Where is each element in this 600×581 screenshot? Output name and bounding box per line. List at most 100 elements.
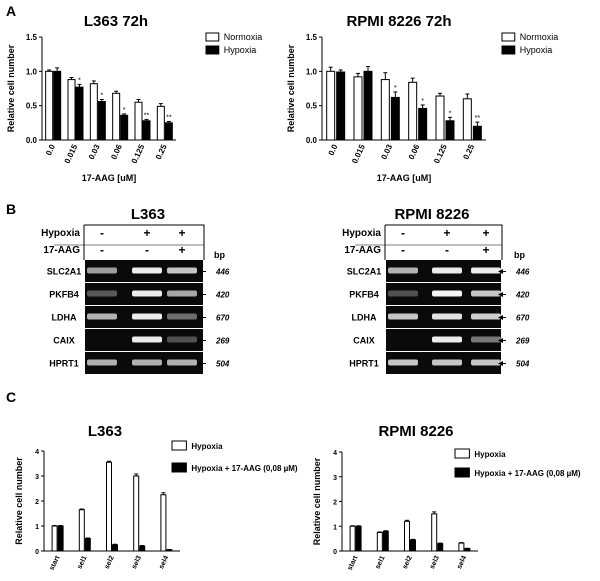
condition-sign: - (445, 243, 449, 257)
bar (336, 71, 346, 141)
condition-sign: + (482, 243, 489, 257)
significance-marker: * (78, 77, 81, 84)
bp-header: bp (214, 250, 225, 260)
legend-label: Hypoxia (474, 450, 506, 459)
gel-band (167, 290, 197, 297)
condition-label: Hypoxia (342, 228, 381, 239)
x-tick-label: 0.0 (327, 143, 340, 157)
x-tick-label: sel1 (77, 555, 89, 570)
bar (142, 120, 151, 141)
legend-label: Hypoxia + 17-AAG (0,08 µM) (474, 469, 581, 478)
gel-band (471, 336, 501, 343)
gel-band (388, 359, 418, 366)
x-tick-label: sel3 (429, 555, 441, 570)
bp-arrow-head (498, 269, 503, 274)
gene-label: CAIX (353, 336, 375, 346)
x-axis-label: 17-AAG [uM] (82, 173, 137, 183)
bar (106, 461, 112, 552)
condition-sign: + (143, 226, 150, 240)
legend-swatch (205, 32, 220, 42)
bp-arrow-head (498, 292, 503, 297)
condition-sign: + (178, 243, 185, 257)
bar (458, 542, 465, 552)
bar (431, 513, 438, 552)
x-tick-label: sel2 (104, 555, 116, 570)
x-tick-label: start (347, 554, 360, 571)
gene-label: HPRT1 (349, 359, 379, 369)
y-tick-label: 1 (35, 524, 39, 531)
condition-header-frame (384, 224, 503, 260)
chart-title: RPMI 8226 72h (346, 13, 451, 30)
significance-marker: * (421, 98, 424, 105)
condition-sign: - (100, 243, 104, 257)
bp-value: 420 (515, 291, 530, 300)
legend-label: Normoxia (520, 32, 559, 42)
condition-sign: + (443, 226, 450, 240)
y-axis-label: Relative cell number (14, 457, 24, 545)
condition-sign: - (401, 226, 405, 240)
bar (45, 70, 54, 141)
significance-marker: * (394, 85, 397, 92)
bar (89, 83, 98, 141)
chart-title: L363 (88, 423, 122, 440)
bp-arrow-head (198, 315, 203, 320)
chart-3: RPMI 8226 0 1 2 3 4 Relative cell number start s… (312, 423, 581, 572)
bp-arrow-head (198, 361, 203, 366)
x-tick-label: start (49, 554, 62, 571)
bar (326, 70, 336, 141)
gel-band (132, 313, 162, 320)
x-tick-label: sel1 (375, 555, 387, 570)
bar (472, 125, 482, 141)
bp-value: 420 (215, 291, 230, 300)
bp-arrow-head (498, 338, 503, 343)
condition-label: 17-AAG (43, 245, 80, 256)
condition-sign: + (482, 226, 489, 240)
condition-sign: - (100, 226, 104, 240)
gel-band (132, 359, 162, 366)
bar (160, 494, 167, 552)
gel-panel-0: L363 Hypoxia - + +17-AAG - - + bp SLC2A1 446 PKFB4 4… (41, 206, 230, 374)
y-tick-label: 2 (333, 500, 337, 507)
significance-marker: ** (475, 115, 481, 122)
gel-band (132, 290, 162, 297)
x-tick-label: 0.015 (63, 143, 80, 165)
gene-label: SLC2A1 (347, 267, 382, 277)
condition-label: Hypoxia (41, 228, 80, 239)
bp-value: 670 (516, 314, 530, 323)
y-tick-label: 0.5 (26, 102, 38, 111)
gel-band (432, 359, 462, 366)
gel-band (471, 290, 501, 297)
legend-label: Normoxia (224, 32, 263, 42)
y-tick-label: 0.0 (306, 136, 318, 145)
x-tick-label: 0.03 (87, 143, 102, 161)
gel-band (132, 336, 162, 343)
bar (435, 95, 445, 141)
bar (355, 525, 362, 552)
x-tick-label: 0.125 (432, 143, 449, 165)
gel-band (167, 359, 197, 366)
bar (84, 538, 91, 552)
gel-band (432, 336, 462, 343)
bar (380, 79, 390, 141)
gel-band (388, 313, 418, 320)
bar (404, 520, 410, 552)
bp-value: 269 (515, 337, 530, 346)
bar (112, 544, 118, 552)
y-axis-label: Relative cell number (312, 457, 322, 545)
gel-band (388, 290, 418, 297)
y-tick-label: 4 (35, 449, 39, 456)
legend-label: Hypoxia + 17-AAG (0,08 µM) (191, 464, 298, 473)
condition-sign: - (401, 243, 405, 257)
gel-band (471, 267, 501, 274)
bar (164, 122, 173, 141)
legend-label: Hypoxia (520, 45, 553, 55)
y-axis-label: Relative cell number (286, 44, 296, 132)
panel-label-b: B (6, 201, 16, 217)
bar (51, 525, 58, 552)
bar (390, 96, 400, 141)
significance-marker: * (449, 110, 452, 117)
chart-2: L363 0 1 2 3 4 Relative cell number start sel1 se… (14, 423, 298, 572)
gel-band (167, 313, 197, 320)
bp-value: 269 (215, 337, 230, 346)
